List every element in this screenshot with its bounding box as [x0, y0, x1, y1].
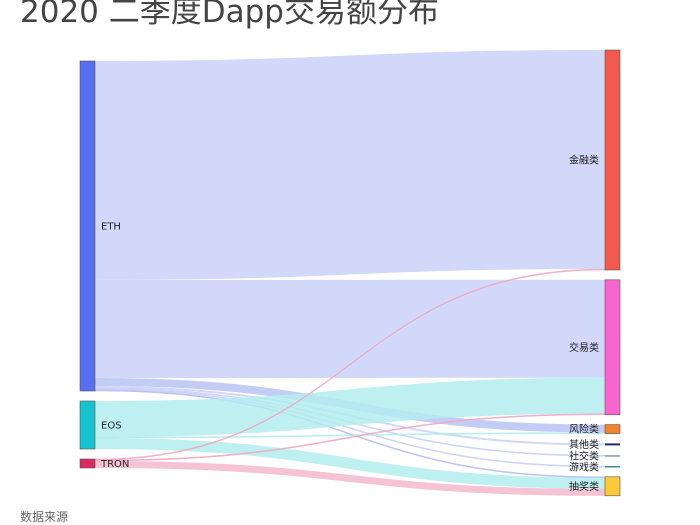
- node-exchange[interactable]: [604, 279, 621, 416]
- node-label-ETH: ETH: [101, 222, 121, 233]
- node-label-game: 游戏类: [569, 460, 599, 473]
- source-note: 数据来源: [20, 510, 69, 524]
- node-label-social: 社交类: [569, 449, 599, 462]
- node-label-other: 其他类: [569, 438, 599, 451]
- node-label-lottery: 抽奖类: [569, 480, 599, 493]
- node-label-risk: 风险类: [569, 423, 599, 436]
- node-label-EOS: EOS: [101, 421, 122, 432]
- node-lottery[interactable]: [604, 476, 621, 497]
- node-EOS[interactable]: [79, 400, 96, 450]
- link-TRON-lottery[interactable]: [95, 461, 605, 496]
- node-ETH[interactable]: [79, 60, 96, 392]
- link-ETH-exchange[interactable]: [95, 279, 605, 378]
- node-label-finance: 金融类: [569, 154, 599, 167]
- link-EOS-exchange[interactable]: [95, 377, 605, 437]
- node-finance[interactable]: [604, 49, 621, 271]
- node-social[interactable]: [605, 455, 620, 457]
- node-label-TRON: TRON: [100, 459, 129, 470]
- node-risk[interactable]: [604, 424, 621, 434]
- node-game[interactable]: [605, 466, 620, 468]
- chart-title: 2020 二季度Dapp交易额分布: [20, 0, 439, 30]
- node-label-exchange: 交易类: [569, 341, 599, 354]
- node-other[interactable]: [605, 443, 620, 446]
- link-ETH-finance[interactable]: [95, 50, 605, 280]
- link-EOS-lottery[interactable]: [95, 438, 605, 489]
- node-TRON[interactable]: [79, 458, 96, 469]
